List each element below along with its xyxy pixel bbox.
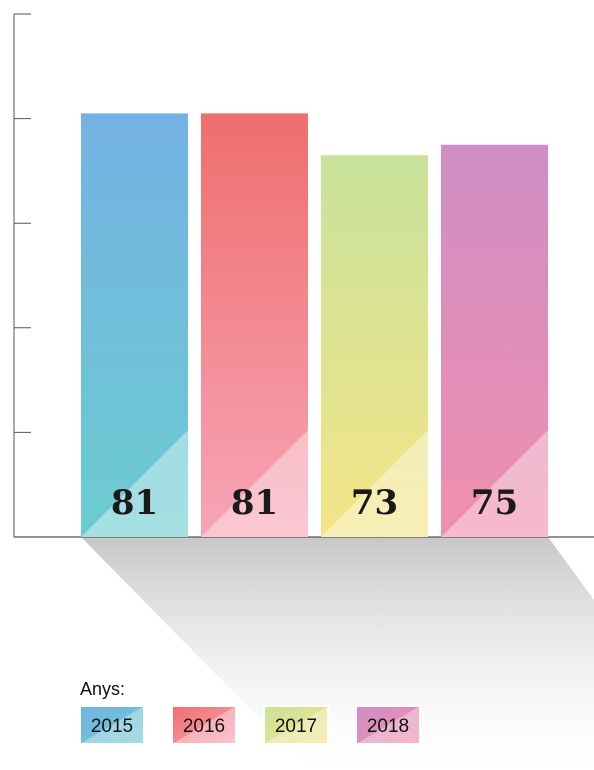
- bar-value-label: 75: [471, 483, 518, 523]
- bar-2018: 75: [441, 144, 548, 537]
- bar-rect: [201, 113, 308, 538]
- bar-value-label: 81: [231, 483, 278, 523]
- bars: 81 81 73 75: [81, 113, 548, 538]
- legend-swatch: [263, 705, 329, 745]
- bar-value-label: 73: [351, 483, 398, 523]
- legend-label: 2018: [367, 716, 409, 737]
- bar-shadow: [81, 537, 594, 770]
- legend-swatch: [79, 705, 145, 745]
- legend-label: 2015: [91, 716, 133, 737]
- bar-highlight: [441, 430, 548, 537]
- bar-rect: [81, 113, 188, 538]
- legend-item-2017: 2017: [263, 705, 329, 745]
- bar-rect: [441, 144, 548, 537]
- bar-highlight: [321, 430, 428, 537]
- legend-item-2018: 2018: [355, 705, 421, 745]
- bar-2017: 73: [321, 155, 428, 537]
- legend-item-2016: 2016: [171, 705, 237, 745]
- legend-swatch-highlight: [356, 706, 420, 744]
- legend-title: Anys:: [80, 679, 125, 699]
- legend-item-2015: 2015: [79, 705, 145, 745]
- legend-swatch-highlight: [264, 706, 328, 744]
- bar-rect: [321, 155, 428, 537]
- legend-swatch: [171, 705, 237, 745]
- legend-swatch: [355, 705, 421, 745]
- legend-label: 2016: [183, 716, 225, 737]
- legend-label: 2017: [275, 716, 317, 737]
- bar-value-label: 81: [111, 483, 158, 523]
- legend: Anys: 2015 2016 2017 2018: [79, 679, 421, 745]
- legend-swatch-highlight: [172, 706, 236, 744]
- bar-2016: 81: [201, 113, 308, 538]
- bar-2015: 81: [81, 113, 188, 538]
- legend-swatch-highlight: [80, 706, 144, 744]
- bar-highlight: [81, 430, 188, 537]
- bar-shadow-layer: [81, 537, 594, 770]
- bar-highlight: [201, 430, 308, 537]
